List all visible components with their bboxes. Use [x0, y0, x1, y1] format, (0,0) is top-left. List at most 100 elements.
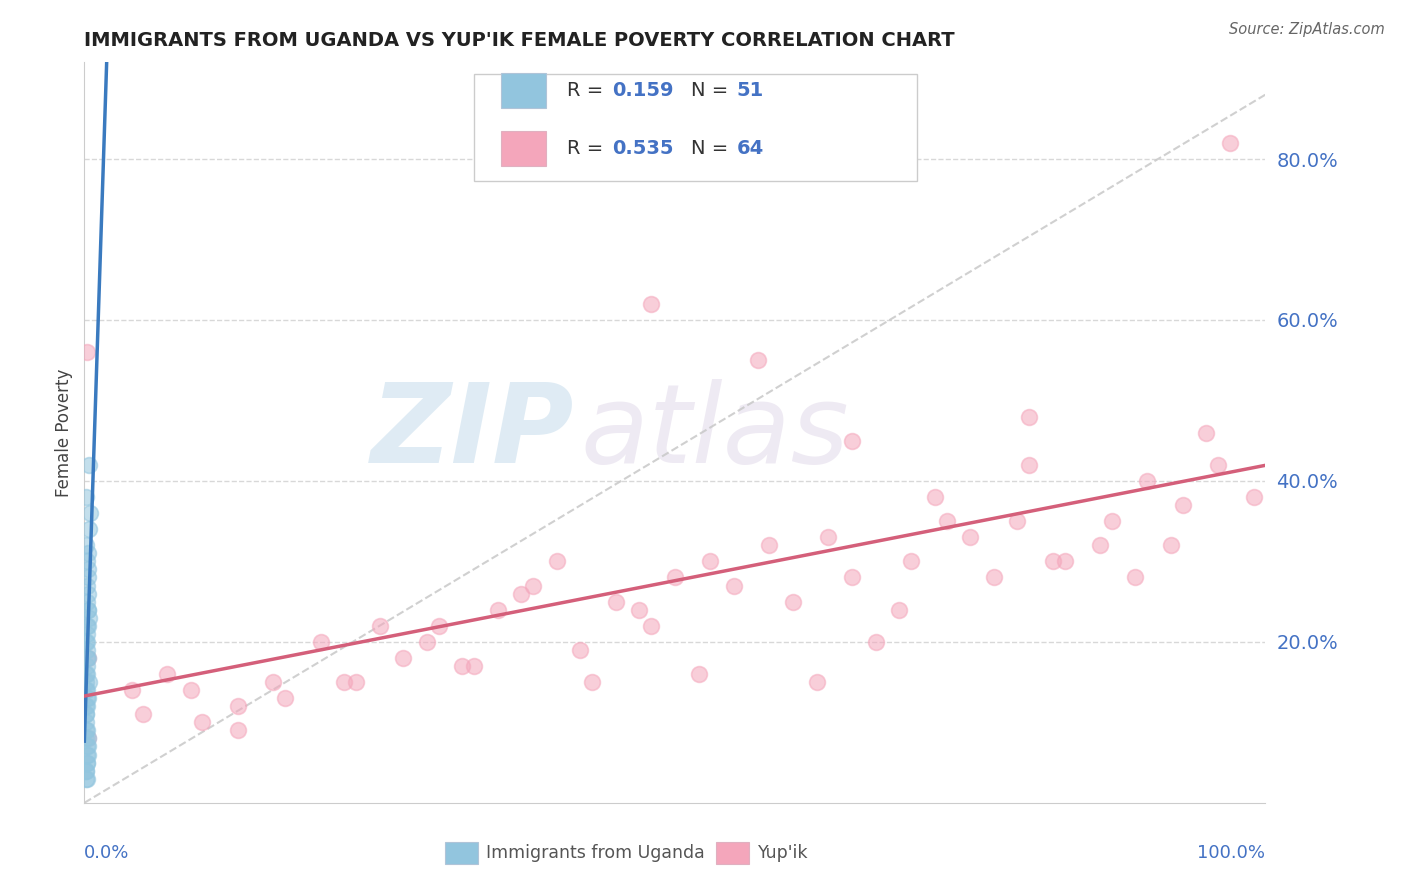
Point: [75, 715, 97, 730]
Point: [77, 610, 100, 624]
Point: [75, 490, 97, 504]
Text: 0.535: 0.535: [612, 139, 673, 158]
Bar: [444, 842, 478, 864]
Point: [77, 602, 100, 616]
Point: [1018, 458, 1040, 472]
Point: [75, 538, 97, 552]
Point: [180, 683, 202, 698]
Point: [76, 651, 98, 665]
Point: [75, 667, 97, 681]
Text: R =: R =: [568, 139, 610, 158]
Point: [76, 578, 98, 592]
Point: [77, 739, 100, 754]
Bar: [716, 842, 749, 864]
Point: [723, 578, 745, 592]
Point: [983, 570, 1005, 584]
Point: [75, 764, 97, 778]
Point: [76, 756, 98, 770]
Point: [699, 554, 721, 568]
Point: [344, 675, 367, 690]
Point: [510, 586, 533, 600]
Point: [640, 297, 662, 311]
Point: [262, 675, 284, 690]
Point: [77, 675, 100, 690]
Point: [1101, 514, 1123, 528]
Point: [900, 554, 922, 568]
Text: 51: 51: [737, 81, 763, 100]
Point: [76, 667, 98, 681]
Point: [76, 345, 98, 359]
Text: 100.0%: 100.0%: [1198, 844, 1265, 862]
Point: [76, 594, 98, 608]
Point: [75, 731, 97, 746]
Point: [889, 602, 911, 616]
Point: [75, 707, 97, 722]
Point: [76, 619, 98, 633]
Point: [1042, 554, 1064, 568]
Point: [1171, 498, 1194, 512]
Text: R =: R =: [568, 81, 610, 100]
Point: [77, 619, 100, 633]
Point: [75, 683, 97, 698]
Point: [76, 627, 98, 641]
Point: [76, 554, 98, 568]
Point: [451, 659, 474, 673]
Point: [806, 675, 828, 690]
Point: [75, 723, 97, 738]
Point: [664, 570, 686, 584]
Point: [77, 651, 100, 665]
Point: [76, 772, 98, 786]
Point: [841, 434, 863, 448]
Point: [522, 578, 544, 592]
Point: [1088, 538, 1111, 552]
Point: [132, 707, 155, 722]
Point: [76, 747, 98, 762]
Point: [191, 715, 214, 730]
Point: [121, 683, 143, 698]
Point: [546, 554, 568, 568]
FancyBboxPatch shape: [474, 73, 917, 181]
Point: [77, 522, 100, 536]
Point: [77, 570, 100, 584]
Point: [1195, 425, 1218, 440]
Point: [77, 731, 100, 746]
Text: N =: N =: [692, 139, 735, 158]
Point: [463, 659, 485, 673]
Point: [1243, 490, 1265, 504]
Point: [1007, 514, 1029, 528]
Point: [605, 594, 627, 608]
Point: [427, 619, 450, 633]
Point: [747, 353, 769, 368]
Point: [75, 675, 97, 690]
Point: [628, 602, 651, 616]
Point: [77, 586, 100, 600]
Text: N =: N =: [692, 81, 735, 100]
Point: [1160, 538, 1182, 552]
Point: [76, 659, 98, 673]
Text: Yup'ik: Yup'ik: [758, 844, 808, 863]
Point: [841, 570, 863, 584]
Text: 0.159: 0.159: [612, 81, 673, 100]
Point: [77, 691, 100, 706]
Point: [1053, 554, 1076, 568]
Text: Source: ZipAtlas.com: Source: ZipAtlas.com: [1229, 22, 1385, 37]
Point: [1125, 570, 1147, 584]
Point: [76, 723, 98, 738]
Point: [274, 691, 297, 706]
Point: [581, 675, 603, 690]
Text: 0.0%: 0.0%: [84, 844, 129, 862]
Point: [640, 619, 662, 633]
Point: [368, 619, 391, 633]
Point: [77, 562, 100, 576]
Point: [75, 707, 97, 722]
Point: [959, 530, 981, 544]
Point: [1206, 458, 1229, 472]
Point: [569, 643, 592, 657]
Point: [77, 602, 100, 616]
Text: atlas: atlas: [581, 379, 849, 486]
Point: [226, 699, 249, 714]
Point: [486, 602, 509, 616]
Point: [309, 635, 332, 649]
Text: IMMIGRANTS FROM UGANDA VS YUP'IK FEMALE POVERTY CORRELATION CHART: IMMIGRANTS FROM UGANDA VS YUP'IK FEMALE …: [84, 30, 955, 50]
Point: [77, 458, 100, 472]
